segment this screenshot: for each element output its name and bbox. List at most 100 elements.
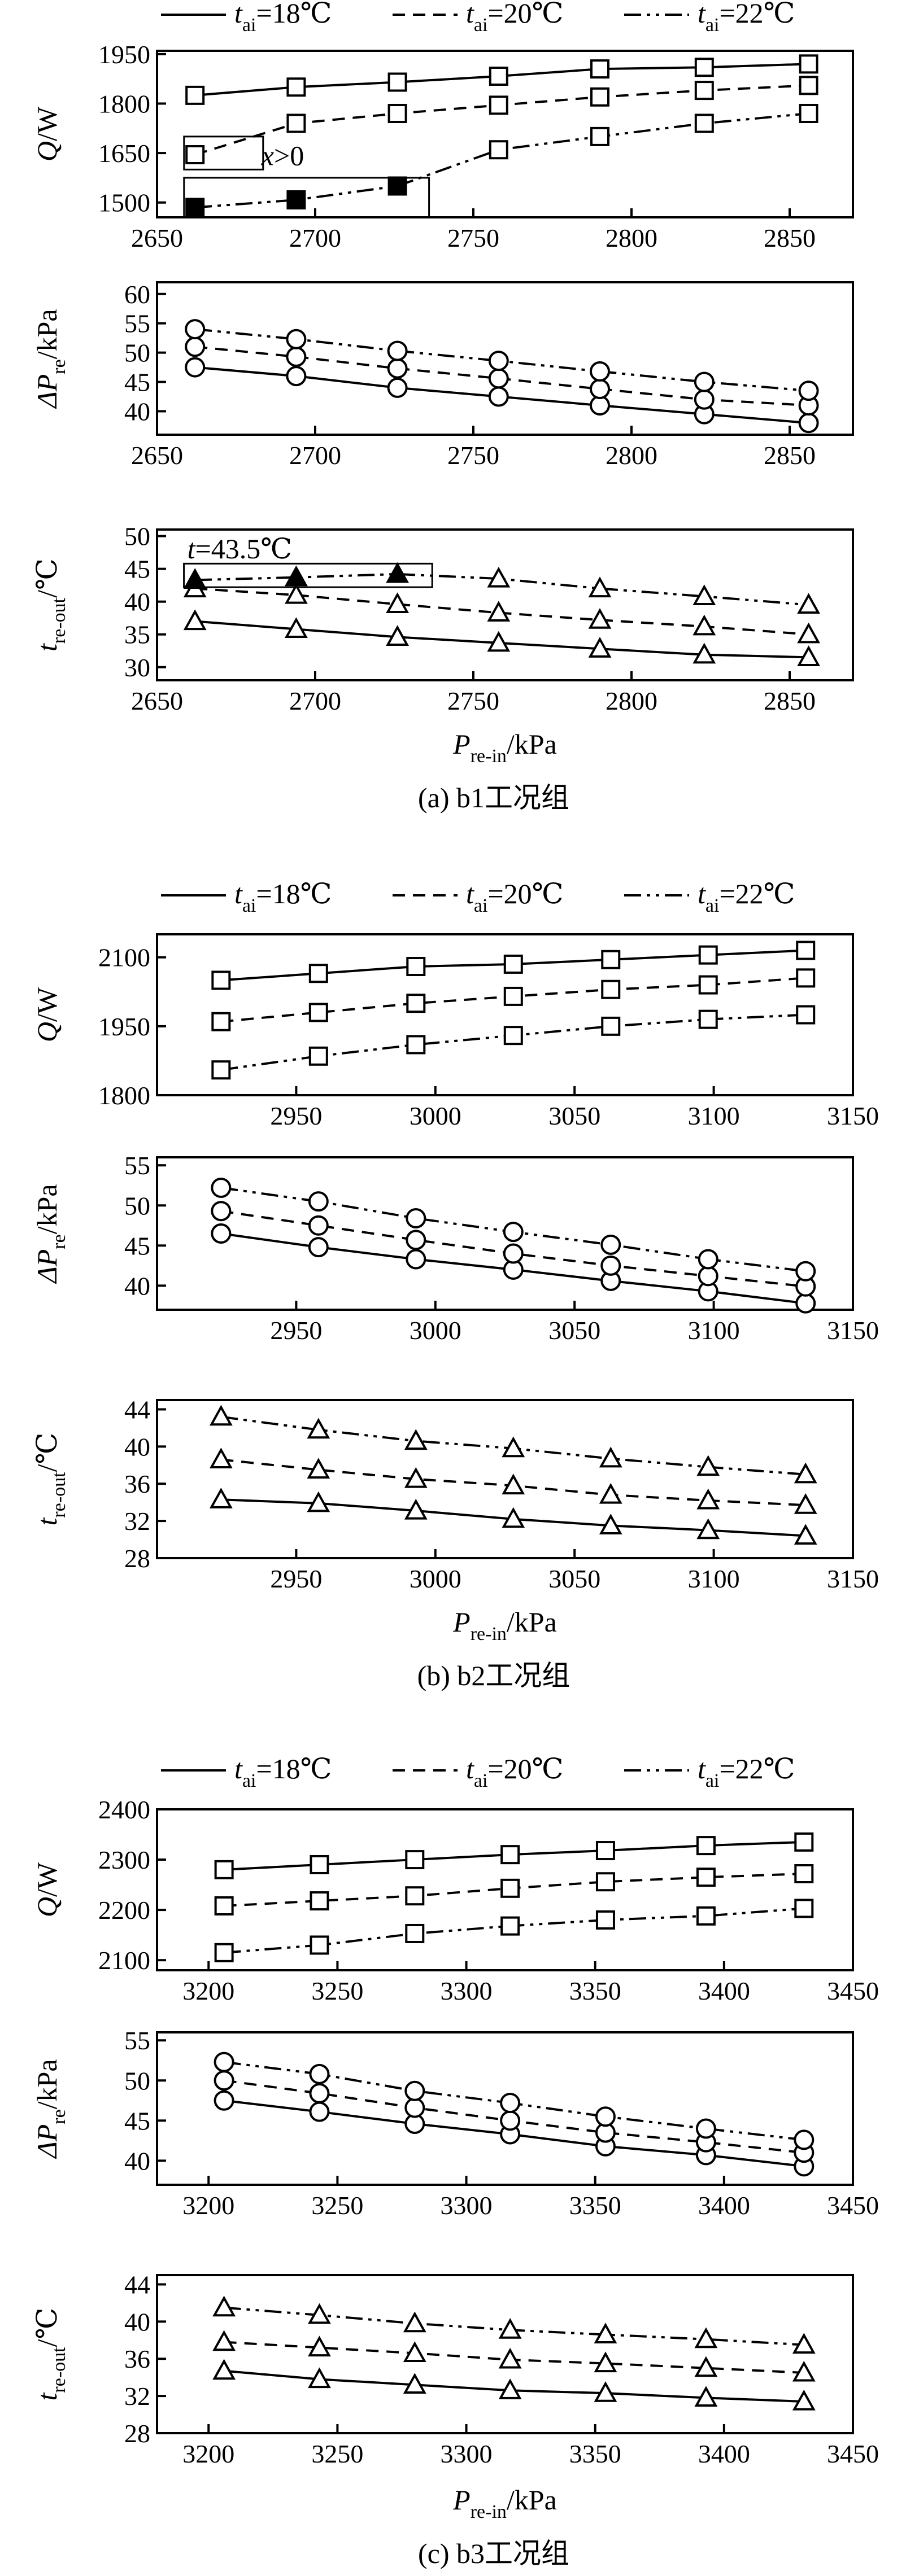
y-axis-label-subscript: re-out [49,597,69,644]
data-point [599,1514,622,1534]
plot-frame [156,528,854,681]
data-point [286,77,306,97]
x-tick-label: 3200 [182,2191,234,2220]
data-point [698,1009,718,1029]
data-point [406,1035,426,1055]
data-point [488,351,509,371]
data-point [601,950,621,969]
y-axis-label-symbol: Q [31,1022,63,1042]
data-point [590,361,610,382]
y-axis-label-symbol: t [31,1517,63,1525]
x-axis-label-subscript: re-in [471,1624,507,1645]
data-point [694,58,714,77]
data-point [601,979,621,999]
x-tick-label: 2950 [270,1316,322,1345]
x-tick-label: 3100 [688,1564,740,1593]
data-point [798,381,819,401]
x-tick-label: 3400 [698,1976,750,2005]
data-point [404,1498,428,1520]
y-tick-label: 45 [124,555,150,584]
y-axis-label: tre-out/℃ [31,1433,69,1526]
data-point [794,1493,817,1514]
x-tick-label: 2700 [289,686,341,715]
x-tick-label: 3100 [688,1101,740,1130]
data-point [500,1916,520,1936]
x-axis-label-symbol: P [452,1606,471,1638]
data-point [405,1886,425,1906]
data-point [185,336,206,357]
x-tick-label: 3450 [827,1976,879,2005]
y-axis-label-symbol: Q [31,1897,63,1917]
data-point [794,1524,817,1545]
y-axis-label-subscript: re [49,2109,69,2124]
data-point [387,358,408,379]
legend-label-2: tai=20℃ [466,1753,564,1791]
panel-2-1: 1800 1950 2100 2950 3000 3050 3100 3150 Q/W [31,933,879,1130]
data-point [307,1458,330,1479]
y-tick-label: 40 [124,1271,150,1300]
data-point [594,2351,617,2373]
data-point [403,2341,426,2362]
data-point [488,386,509,407]
data-point [387,72,407,92]
annotation-value: >0 [274,139,304,171]
plot-frame [156,1399,854,1559]
data-point [795,1261,816,1282]
x-tick-label: 3400 [698,2191,750,2220]
y-tick-label: 40 [124,1432,150,1461]
data-point [503,1243,524,1264]
data-point [404,1429,428,1450]
legend-label-3-symbol: t [698,1753,706,1785]
x-tick-label: 3100 [688,1316,740,1345]
data-point [309,2063,330,2084]
x-tick-label: 2800 [606,441,657,470]
y-tick-label: 50 [124,339,150,368]
data-point [308,2367,331,2389]
data-point [405,1923,425,1943]
data-point [796,941,816,960]
data-point [503,954,523,974]
y-axis-label: tre-out/℃ [31,558,69,651]
data-point [310,1891,329,1911]
y-tick-label: 45 [124,368,150,397]
data-point [696,1906,716,1926]
data-point [794,1462,817,1484]
annotation-symbol: t [188,533,196,565]
y-axis-label-subscript: re [49,1234,69,1249]
x-tick-label: 3000 [410,1101,461,1130]
x-tick-label: 2800 [606,224,657,252]
data-point [211,1201,232,1222]
legend-label-2: tai=20℃ [466,0,564,36]
data-point [590,126,609,146]
chart-group-1: tai=18℃ tai=20℃ tai=22℃1500165018001950265… [31,0,854,814]
data-point [692,584,716,606]
data-point [214,1860,234,1879]
data-point [406,1230,426,1250]
data-point [286,190,306,210]
y-tick-label: 32 [124,1507,150,1536]
x-tick-label: 3250 [311,2191,363,2220]
data-point [692,614,716,636]
data-point [498,2318,522,2339]
data-point [792,2360,816,2382]
data-point [286,329,307,349]
data-point [797,593,820,614]
figure-caption: (c) b3工况组 [418,2538,569,2569]
x-axis-label-unit: /kPa [507,2484,557,2516]
y-tick-label: 36 [124,2345,150,2373]
x-tick-label: 3450 [827,2191,879,2220]
y-axis-label: Q/W [31,106,63,161]
data-point [502,1507,525,1528]
data-point [489,66,508,86]
x-tick-label: 2850 [764,686,816,715]
legend-label-3-symbol: t [698,0,706,29]
y-axis-label-unit: /W [31,1862,63,1897]
y-tick-label: 30 [124,653,150,682]
data-point [286,366,307,387]
data-point [183,609,207,631]
plot-frame [156,50,854,218]
y-axis-label-symbol: ΔP [31,374,63,409]
data-point [185,85,205,105]
x-tick-label: 3050 [548,1316,600,1345]
data-point [498,2378,522,2399]
